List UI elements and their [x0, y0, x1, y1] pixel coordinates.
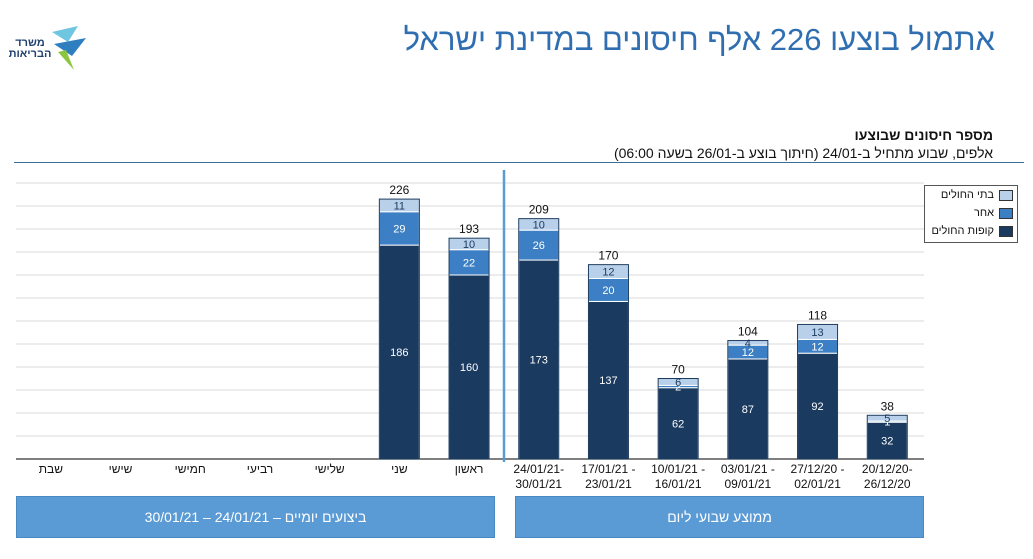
data-label: 12: [742, 347, 754, 359]
legend-swatch-hospitals: [999, 189, 1013, 201]
legend-item-hmo: קופות החולים: [925, 222, 1017, 240]
data-label: 13: [811, 327, 823, 339]
bar-outline: [448, 237, 490, 460]
section-daily-performance: ביצועים יומיים – 24/01/21 – 30/01/21: [16, 496, 495, 538]
total-label: 118: [808, 308, 827, 322]
data-label: 10: [463, 239, 475, 251]
category-label: שני: [391, 462, 408, 476]
legend-label-hospitals: בתי החולים: [940, 189, 994, 201]
chart-header: מספר חיסונים שבוצעו אלפים, שבוע מתחיל ב-…: [13, 127, 993, 161]
data-label: 92: [811, 401, 823, 413]
category-label: 17/01/21 -: [581, 462, 635, 476]
category-label: 26/12/20: [864, 477, 911, 491]
data-label: 1: [884, 417, 890, 429]
logo-shape-a: [52, 26, 78, 42]
data-label: 12: [602, 267, 614, 279]
bar-outline: [727, 340, 769, 460]
data-label: 32: [881, 436, 893, 448]
bar-segment: [378, 244, 420, 460]
category-label: 30/01/21: [515, 477, 562, 491]
category-label: רביעי: [247, 462, 273, 476]
category-label: 27/12/20 -: [791, 462, 845, 476]
header-divider: [14, 162, 1024, 163]
bar-outline: [518, 218, 560, 460]
category-label: שבת: [39, 462, 63, 476]
data-label: 62: [672, 418, 684, 430]
data-label: 22: [463, 257, 475, 269]
data-label: 4: [745, 338, 751, 350]
bar-outline: [657, 378, 699, 460]
category-label: שלישי: [315, 462, 345, 476]
bar-segment: [866, 421, 908, 460]
category-label: 03/01/21 -: [721, 462, 775, 476]
ministry-logo: [52, 26, 86, 70]
data-label: 11: [394, 200, 405, 212]
bar-outline: [797, 323, 839, 460]
data-label: 137: [599, 375, 617, 387]
total-label: 38: [881, 399, 895, 413]
category-label: 09/01/21: [724, 477, 771, 491]
page-title: אתמול בוצעו 226 אלף חיסונים במדינת ישראל: [403, 22, 995, 57]
data-label: 12: [811, 341, 823, 353]
data-label: 87: [742, 404, 754, 416]
data-label: 2: [675, 382, 681, 394]
data-label: 10: [533, 219, 545, 231]
data-label: 173: [530, 355, 548, 367]
total-label: 70: [671, 363, 685, 377]
bar-outline: [866, 414, 908, 460]
total-label: 170: [598, 249, 618, 263]
category-label: חמישי: [175, 462, 206, 476]
bar-outline: [378, 198, 420, 460]
total-label: 209: [529, 203, 549, 217]
category-label: 24/01/21-: [513, 462, 564, 476]
legend-swatch-other: [999, 207, 1013, 219]
category-label: 10/01/21 -: [651, 462, 705, 476]
chart-legend: בתי החולים אחר קופות החולים: [924, 185, 1018, 243]
data-label: 26: [533, 240, 545, 252]
chart-title: מספר חיסונים שבוצעו: [854, 127, 993, 143]
legend-label-hmo: קופות החולים: [931, 225, 994, 237]
legend-label-other: אחר: [973, 207, 994, 219]
total-label: 193: [459, 222, 479, 236]
logo-shape-c: [58, 50, 74, 70]
logo-text: משרד הבריאות: [8, 37, 52, 60]
data-label: 29: [393, 223, 405, 235]
category-label: שישי: [109, 462, 133, 476]
chart-subtitle: אלפים, שבוע מתחיל ב-24/01 (חיתוך בוצע ב-…: [613, 145, 993, 161]
category-label: 20/12/20-: [862, 462, 913, 476]
legend-swatch-hmo: [999, 225, 1013, 237]
total-label: 226: [389, 183, 409, 197]
section-weekly-average: ממוצע שבועי ליום: [515, 496, 924, 538]
legend-item-other: אחר: [925, 204, 1017, 222]
category-label: 16/01/21: [655, 477, 702, 491]
bar-segment: [587, 300, 629, 460]
data-label: 20: [602, 285, 614, 297]
data-label: 6: [675, 377, 681, 389]
data-label: 5: [884, 413, 890, 425]
legend-item-hospitals: בתי החולים: [925, 186, 1017, 204]
category-label: ראשון: [455, 462, 484, 476]
total-label: 104: [738, 325, 758, 339]
category-label: 02/01/21: [794, 477, 841, 491]
bar-outline: [587, 264, 629, 460]
logo-shape-b: [54, 38, 86, 56]
data-label: 186: [390, 347, 408, 359]
category-label: 23/01/21: [585, 477, 632, 491]
data-label: 160: [460, 362, 478, 374]
